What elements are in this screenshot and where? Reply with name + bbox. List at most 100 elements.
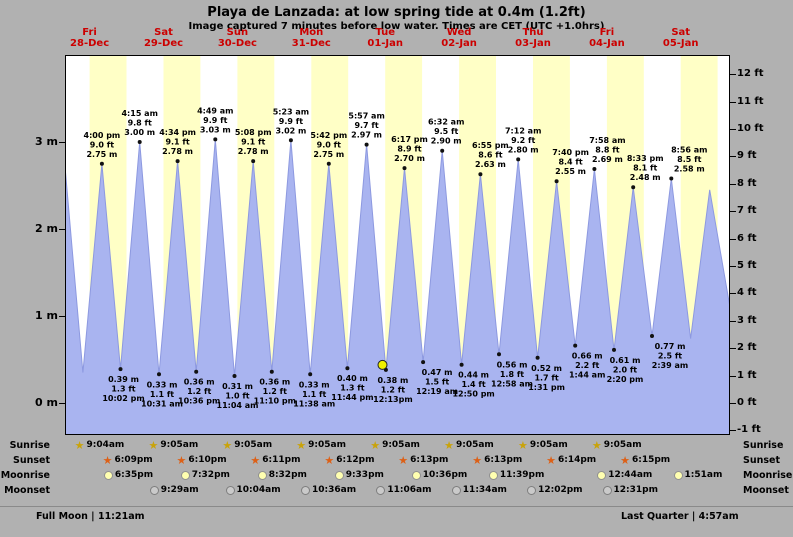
tide-annotation: 0.33 m — [147, 380, 178, 389]
tide-annotation: 8.4 ft — [558, 158, 582, 167]
tide-annotation: 0.77 m — [655, 342, 686, 351]
y-axis-label-ft: 11 ft — [737, 95, 764, 107]
tide-annotation: 2.0 ft — [613, 365, 637, 374]
tide-annotation: 8.6 ft — [478, 151, 502, 160]
y-axis-label-ft: 2 ft — [737, 342, 757, 354]
tide-annotation: 0.36 m — [259, 378, 290, 387]
tide-annotation: 1.2 ft — [263, 387, 287, 396]
tide-annotation: 12:19 am — [416, 387, 458, 396]
tide-annotation: 2.70 m — [394, 154, 425, 163]
sunset-time: 6:13pm — [484, 455, 523, 465]
tide-annotation: 2.69 m — [592, 155, 623, 164]
tide-annotation: 0.38 m — [377, 376, 408, 385]
tide-event-marker — [669, 176, 674, 181]
tide-annotation: 1:44 am — [569, 371, 605, 380]
moon-circle-icon — [149, 486, 159, 495]
axis-tick — [730, 293, 736, 295]
moonset-time: 12:31pm — [613, 485, 658, 495]
tide-annotation: 5:23 am — [273, 107, 309, 116]
axis-tick — [59, 229, 65, 230]
tide-annotation: 10:02 pm — [102, 394, 144, 403]
day-label: Sat 29-Dec — [143, 27, 184, 49]
day-label: Thu 03-Jan — [515, 27, 551, 49]
tide-annotation: 2.78 m — [162, 147, 193, 156]
sunrise-time: 9:05am — [529, 440, 568, 450]
sunset-time: 6:09pm — [114, 455, 153, 465]
sunrise-time: 9:05am — [308, 440, 347, 450]
tide-annotation: 9.0 ft — [90, 140, 114, 149]
moonset-time: 9:29am — [160, 485, 199, 495]
sunset-entry: ★ 6:13pm — [398, 455, 448, 466]
sunset-time: 6:10pm — [188, 455, 227, 465]
axis-tick — [730, 348, 736, 350]
moon-circle-icon — [602, 486, 612, 495]
tide-event-marker — [516, 157, 521, 162]
tide-event-marker — [157, 372, 161, 377]
page-subtitle: Image captured 7 minutes before low wate… — [188, 21, 605, 32]
tide-annotation: 2.5 ft — [658, 352, 682, 361]
sunset-time: 6:14pm — [557, 455, 597, 465]
moon-circle-icon — [488, 471, 498, 480]
tide-annotation: 0.66 m — [572, 352, 603, 361]
moon-circle-icon — [180, 471, 190, 480]
moonrise-time: 11:39pm — [499, 470, 545, 480]
current-time-marker — [377, 359, 388, 370]
moon-phase-last-quarter: Last Quarter | 4:57am — [621, 511, 739, 522]
y-axis-label-ft: 4 ft — [737, 287, 757, 299]
moon-circle-icon — [597, 471, 607, 480]
moonset-entry: 10:36am — [301, 485, 356, 496]
tide-annotation: 3.02 m — [275, 126, 306, 135]
tide-annotation: 7:12 am — [505, 126, 541, 135]
tide-event-marker — [612, 347, 616, 352]
tide-annotation: 8:33 pm — [627, 154, 664, 163]
moonrise-entry: 1:51am — [673, 470, 722, 481]
moonset-time: 11:06am — [387, 485, 432, 495]
tide-event-marker — [535, 355, 540, 360]
tide-event-marker — [269, 369, 274, 374]
sun-star-icon: ★ — [398, 453, 409, 467]
tide-annotation: 4:49 am — [197, 106, 233, 115]
day-label: Sun 30-Dec — [217, 27, 257, 49]
tide-annotation: 2.78 m — [238, 147, 269, 156]
tide-annotation: 1:31 pm — [528, 383, 565, 392]
tide-annotation: 4:00 pm — [84, 131, 121, 140]
sun-star-icon: ★ — [250, 453, 261, 467]
plot-border — [65, 55, 730, 435]
sunrise-time: 9:05am — [455, 440, 494, 450]
sunrise-entry: ★ 9:05am — [444, 440, 494, 451]
sunset-time: 6:12pm — [336, 455, 375, 465]
sun-star-icon: ★ — [222, 438, 233, 452]
moonset-time: 11:34am — [462, 485, 507, 495]
tide-event-marker — [364, 142, 369, 147]
tide-event-marker — [554, 179, 559, 184]
sunset-row-label: Sunset — [12, 455, 50, 466]
tide-annotation: 4:34 pm — [159, 128, 196, 137]
tide-event-marker — [326, 161, 331, 166]
sun-star-icon: ★ — [324, 453, 335, 467]
tide-annotation: 11:38 am — [293, 399, 335, 408]
sunset-entry: ★ 6:12pm — [324, 455, 374, 466]
sunrise-entry: ★ 9:04am — [75, 440, 125, 451]
tide-event-marker — [497, 352, 501, 357]
axis-tick — [730, 211, 736, 213]
tide-annotation: 2.48 m — [630, 173, 661, 182]
tide-event-marker — [459, 362, 464, 367]
tide-event-marker — [288, 138, 293, 143]
axis-tick — [730, 74, 736, 76]
axis-tick — [59, 316, 65, 317]
axis-tick — [730, 129, 736, 130]
sunset-time: 6:13pm — [410, 455, 449, 465]
sunrise-time: 9:05am — [382, 440, 420, 450]
moon-circle-icon — [301, 486, 310, 495]
sun-star-icon: ★ — [518, 438, 528, 452]
tide-event-marker — [232, 374, 237, 378]
tide-annotation: 6:55 pm — [472, 141, 509, 150]
moonset-entry: 11:34am — [451, 485, 507, 496]
tide-annotation: 2:39 am — [652, 361, 688, 370]
day-label: Wed 02-Jan — [441, 27, 477, 49]
tide-annotation: 6:32 am — [428, 118, 464, 127]
moonrise-time: 12:44am — [608, 470, 653, 480]
y-axis-label-m: 0 m — [35, 396, 58, 409]
tide-annotation: 2.90 m — [431, 137, 462, 146]
y-axis-label-ft: 3 ft — [737, 314, 757, 326]
